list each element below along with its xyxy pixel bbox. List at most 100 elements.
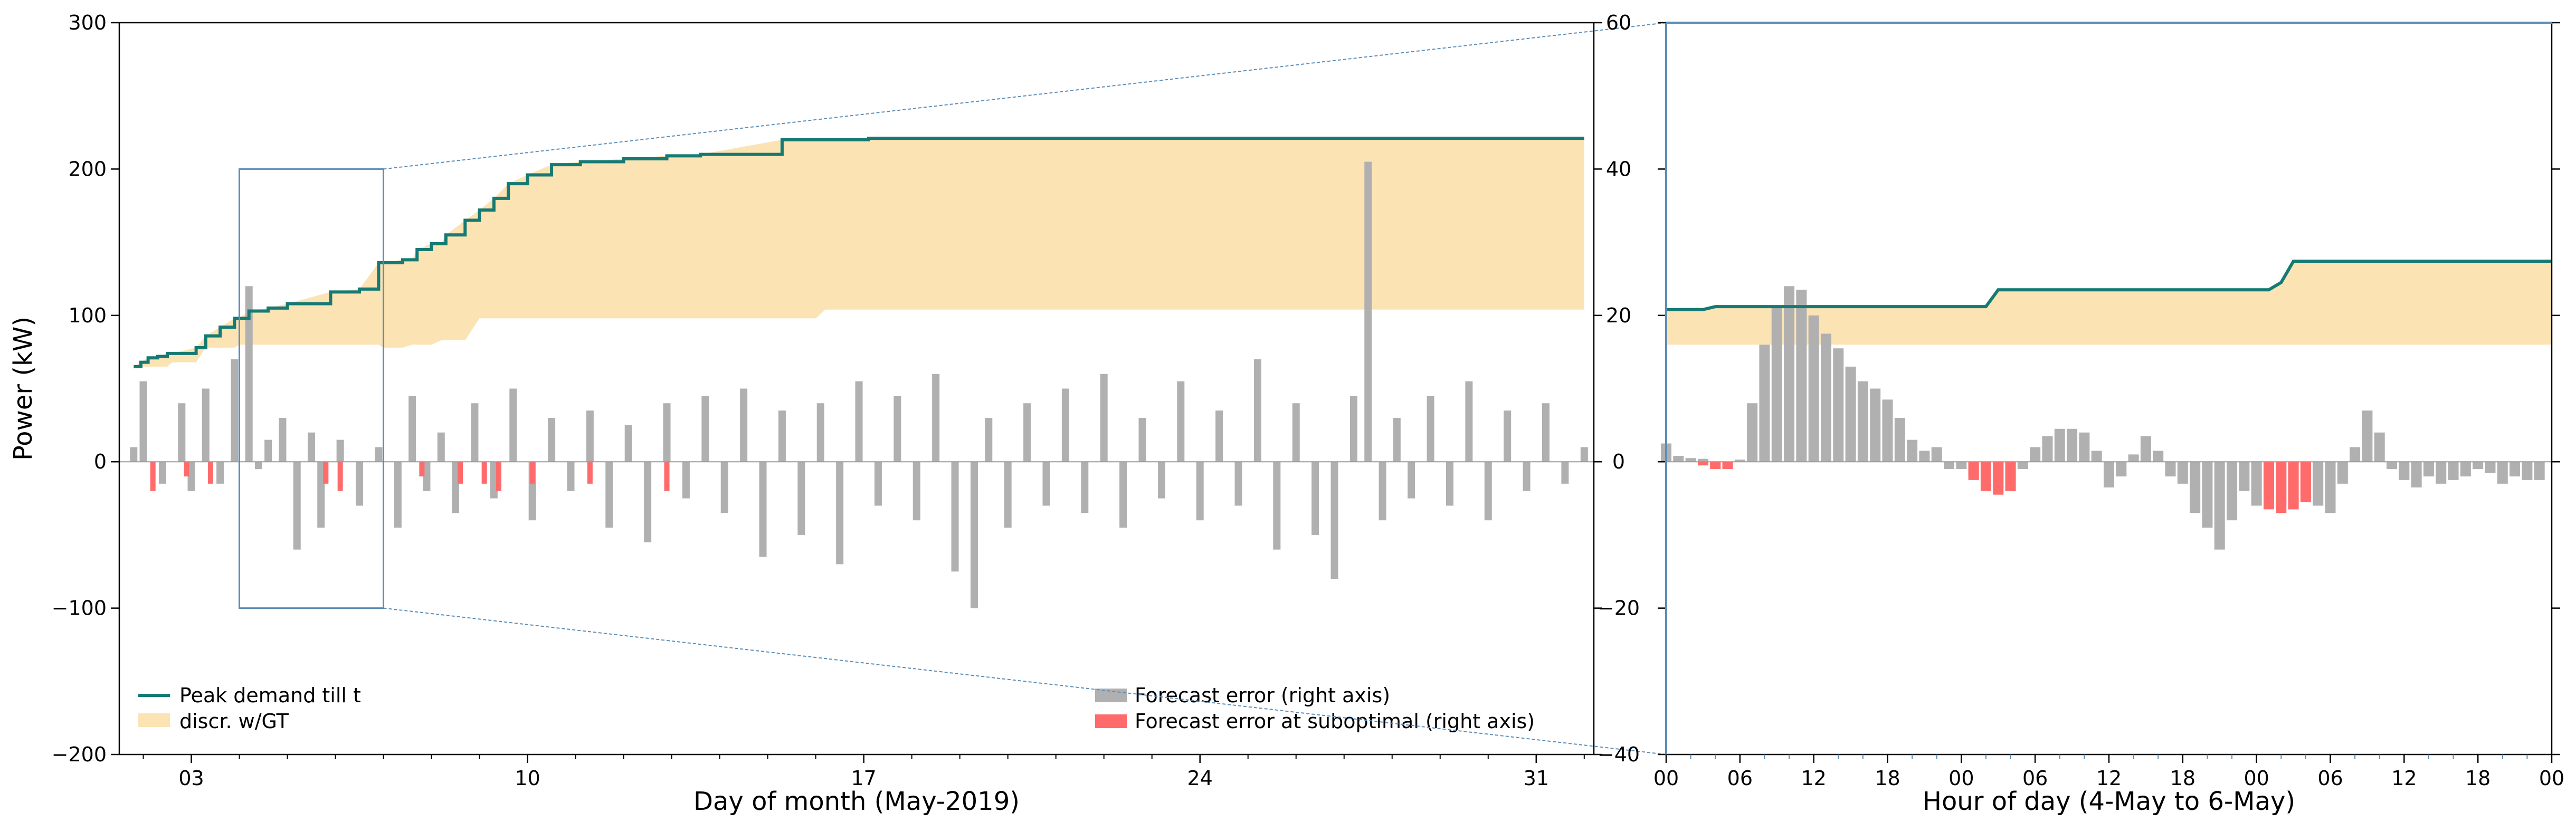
forecast-error-subopt-bar <box>150 462 156 491</box>
main-y-axis-label: Power (kW) <box>8 317 38 461</box>
zoom-forecast-error-bar <box>2473 462 2484 470</box>
zoom-forecast-error-bar <box>1784 286 1795 462</box>
zoom-forecast-error-bar <box>2017 462 2028 470</box>
y-tick-label: 0 <box>94 450 107 473</box>
forecast-error-bar <box>1023 403 1031 462</box>
forecast-error-bar <box>1311 462 1319 535</box>
forecast-error-bar <box>158 462 166 484</box>
forecast-error-bar <box>1580 447 1588 462</box>
zoom-x-tick-label: 00 <box>2539 767 2564 790</box>
zoom-y-axis-ticks: −40 −20 0 20 40 60 <box>1598 11 2560 766</box>
zoom-y-tick-label: 60 <box>1606 11 1631 34</box>
zoom-forecast-error-bar <box>2202 462 2213 528</box>
zoom-y-tick-label: 40 <box>1606 157 1631 180</box>
connector-top <box>383 22 1667 170</box>
forecast-error-bar <box>1100 374 1108 462</box>
zoom-forecast-error-bar <box>2177 462 2188 484</box>
zoom-forecast-error-bar <box>2387 462 2398 470</box>
zoom-forecast-error-bar <box>2214 462 2225 550</box>
forecast-error-bar <box>1561 462 1569 484</box>
zoom-forecast-error-bar <box>2153 451 2164 462</box>
forecast-error-bar <box>394 462 402 528</box>
zoom-forecast-error-bar <box>2313 462 2324 506</box>
forecast-error-bar <box>356 462 364 506</box>
zoom-forecast-error-subopt-bar <box>2005 462 2016 491</box>
zoom-x-tick-label: 18 <box>2170 767 2195 790</box>
zoom-forecast-error-bar <box>1796 290 1807 462</box>
x-tick-label: 31 <box>1524 767 1549 790</box>
forecast-error-bar <box>178 403 186 462</box>
forecast-error-bar <box>1273 462 1281 550</box>
forecast-error-bar <box>1484 462 1492 521</box>
forecast-error-subopt-bar <box>184 462 189 476</box>
zoom-forecast-error-bar <box>1944 462 1955 470</box>
zoom-forecast-error-bar <box>1771 308 1782 462</box>
zoom-x-tick-label: 12 <box>2391 767 2417 790</box>
forecast-error-subopt-bar <box>337 462 343 491</box>
legend-label: Peak demand till t <box>179 684 361 707</box>
forecast-error-bar <box>663 403 671 462</box>
forecast-error-bar <box>816 403 824 462</box>
forecast-error-subopt-bar <box>481 462 487 484</box>
zoom-forecast-error-subopt-bar <box>1993 462 2004 495</box>
forecast-error-bar <box>293 462 301 550</box>
forecast-error-bar <box>1081 462 1089 513</box>
forecast-error-bar <box>471 403 479 462</box>
forecast-error-bar <box>893 396 901 462</box>
forecast-error-bar <box>317 462 325 528</box>
y-tick-label: 100 <box>68 304 107 327</box>
zoom-forecast-error-bar <box>1907 440 1918 462</box>
forecast-error-bar <box>855 381 863 462</box>
zoom-discr-band-layer <box>1666 261 2552 345</box>
legend-bar-subopt-swatch <box>1095 714 1127 728</box>
zoom-forecast-error-bar <box>1882 399 1893 462</box>
zoom-peak-demand-layer <box>1666 260 2552 311</box>
zoom-forecast-error-bar <box>1808 315 1819 462</box>
y-tick-label: −200 <box>52 743 107 766</box>
forecast-error-bar <box>1427 396 1434 462</box>
zoom-forecast-error-bar <box>2116 462 2127 476</box>
forecast-error-bar <box>548 417 556 462</box>
forecast-error-bar <box>1446 462 1453 506</box>
forecast-error-bar <box>490 462 498 499</box>
zoom-forecast-error-bar <box>1833 348 1844 462</box>
forecast-error-bar <box>1119 462 1127 528</box>
forecast-error-bar <box>1379 462 1386 521</box>
x-tick-label: 10 <box>515 767 540 790</box>
forecast-error-bar <box>778 410 786 462</box>
main-right-y-axis-ticks <box>1594 22 1602 756</box>
forecast-error-bar <box>1465 381 1473 462</box>
forecast-error-bar <box>231 359 239 462</box>
zoom-x-tick-label: 18 <box>1875 767 1900 790</box>
zoom-forecast-error-subopt-bar <box>1710 462 1721 470</box>
zoom-forecast-error-bar <box>1759 345 1770 462</box>
zoom-forecast-error-bar <box>2485 462 2496 473</box>
peak-demand-layer <box>134 137 1584 368</box>
forecast-error-bar <box>452 462 460 513</box>
zoom-forecast-error-bar <box>1685 458 1696 462</box>
zoom-forecast-error-bar <box>1820 333 1831 462</box>
forecast-error-bar <box>985 417 993 462</box>
zoom-forecast-error-bar <box>2448 462 2459 480</box>
zoom-box-layer <box>239 168 385 609</box>
zoom-x-tick-label: 12 <box>1801 767 1826 790</box>
zoom-forecast-error-bar <box>1894 417 1905 462</box>
forecast-error-bar <box>586 410 594 462</box>
zoom-forecast-error-bar <box>2497 462 2508 484</box>
forecast-error-bar <box>644 462 652 542</box>
zoom-forecast-error-bar <box>1956 462 1967 470</box>
forecast-error-bar <box>1504 410 1512 462</box>
zoom-y-tick-label: 0 <box>1612 450 1625 473</box>
zoom-forecast-error-bar <box>2128 454 2139 462</box>
zoom-x-tick-label: 00 <box>2244 767 2269 790</box>
zoom-forecast-error-bar <box>2091 451 2102 462</box>
forecast-error-bar <box>279 417 287 462</box>
main-y-axis-ticks: −200 −100 0 100 200 300 <box>52 11 119 766</box>
forecast-error-bar <box>720 462 728 513</box>
zoom-forecast-error-bar <box>2042 436 2053 462</box>
zoom-forecast-error-bar <box>2067 428 2078 462</box>
main-chart-panel: 03 10 17 24 31 −200 −100 0 100 200 300 Day of mon… <box>8 11 1602 816</box>
forecast-error-bar <box>187 462 195 491</box>
forecast-error-bar <box>423 462 431 491</box>
forecast-error-bar <box>437 432 445 462</box>
